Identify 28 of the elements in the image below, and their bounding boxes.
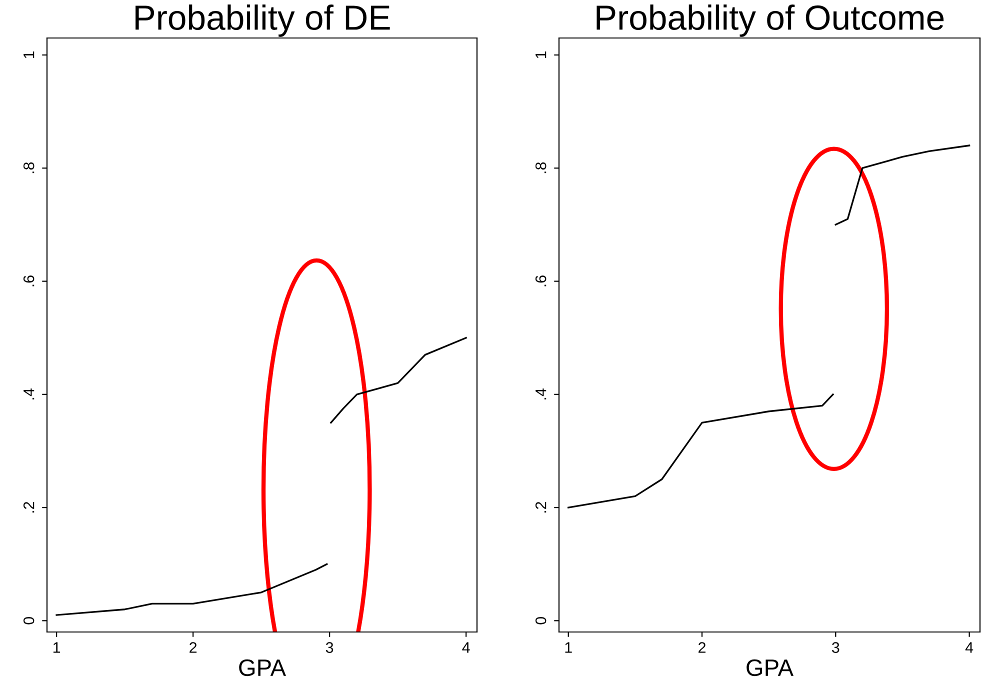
x-tick-label: 4 <box>965 642 974 653</box>
y-tick-label: .4 <box>24 388 34 400</box>
y-tick-label: 0 <box>535 617 546 624</box>
y-tick-label: .6 <box>535 276 546 286</box>
line-series <box>330 336 467 424</box>
x-axis-title: GPA <box>746 659 794 676</box>
y-tick-label: .4 <box>536 388 546 400</box>
line-series <box>56 563 328 616</box>
x-tick-label: 1 <box>565 642 572 653</box>
y-tick-label: .2 <box>23 502 34 513</box>
line-series <box>568 394 834 508</box>
y-tick-label: .6 <box>23 276 34 286</box>
line-series <box>834 144 970 226</box>
y-tick-label: .8 <box>535 162 546 174</box>
y-tick-label: 0 <box>23 617 34 624</box>
x-tick-label: 2 <box>698 642 706 653</box>
x-tick-label: 1 <box>53 642 60 653</box>
x-axis-title: GPA <box>239 659 286 676</box>
x-tick-label: 2 <box>190 642 197 653</box>
chart-title: Probability of Outcome <box>596 4 944 37</box>
x-tick-label: 3 <box>326 642 334 653</box>
y-tick-label: .8 <box>23 162 34 174</box>
y-tick-label: .2 <box>535 502 546 513</box>
y-tick-label: 1 <box>24 51 34 58</box>
chart-title: Probability of DE <box>136 4 390 37</box>
y-tick-label: 1 <box>536 51 546 58</box>
x-tick-label: 4 <box>462 642 470 653</box>
x-tick-label: 3 <box>832 642 840 653</box>
